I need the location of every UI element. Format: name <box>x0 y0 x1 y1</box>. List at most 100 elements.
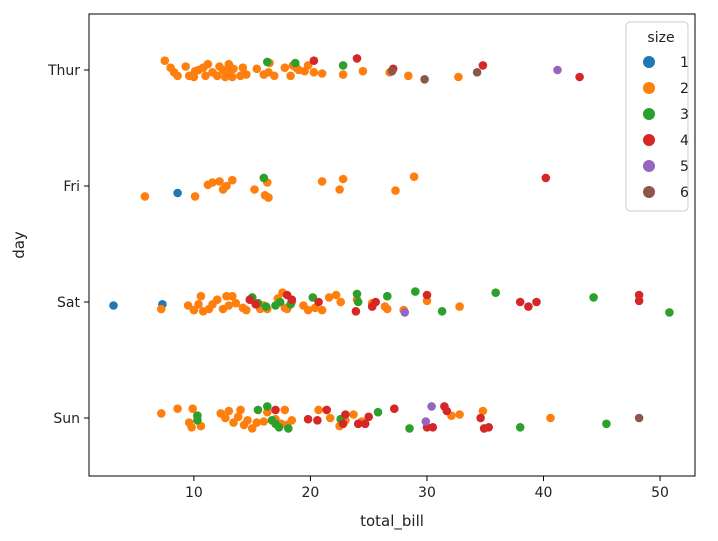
data-point <box>455 302 464 311</box>
data-point <box>314 405 323 415</box>
data-point <box>250 185 259 194</box>
x-tick-label: 40 <box>535 485 553 501</box>
x-tick-label: 20 <box>302 485 320 501</box>
data-point <box>324 293 334 302</box>
legend-title: size <box>647 30 674 46</box>
data-point <box>400 308 410 317</box>
legend-item: 2 <box>643 81 689 97</box>
data-point <box>491 288 501 298</box>
data-point <box>173 71 182 81</box>
data-point <box>140 192 150 201</box>
x-axis: 10 20 30 40 50 <box>185 476 669 501</box>
data-point <box>360 419 370 429</box>
data-point <box>212 71 222 81</box>
x-tick-label: 30 <box>418 485 436 501</box>
data-point <box>541 173 551 183</box>
data-point <box>428 423 438 432</box>
legend-marker <box>643 186 655 198</box>
data-point <box>317 305 327 315</box>
data-point <box>194 300 203 309</box>
x-axis-label: total_bill <box>360 512 424 531</box>
data-point <box>383 291 392 301</box>
data-point <box>203 59 213 69</box>
legend-item: 6 <box>643 185 689 201</box>
y-tick-label: Thur <box>47 63 80 79</box>
data-point <box>478 61 488 70</box>
data-point <box>181 62 190 71</box>
data-point <box>238 63 248 72</box>
data-point <box>242 305 251 315</box>
data-point <box>183 301 193 310</box>
data-point <box>233 412 243 422</box>
y-tick-label: Sun <box>53 411 80 427</box>
data-points <box>109 54 674 433</box>
legend-marker <box>643 108 655 120</box>
data-point <box>391 186 400 195</box>
data-point <box>247 424 257 433</box>
legend-item: 5 <box>643 159 689 175</box>
data-point <box>338 419 348 429</box>
data-point <box>215 177 224 186</box>
data-point <box>390 404 399 414</box>
data-point <box>190 192 200 201</box>
data-point <box>303 414 313 424</box>
data-point <box>224 406 234 416</box>
legend-label: 2 <box>680 81 689 97</box>
data-point <box>421 417 431 426</box>
data-point <box>634 413 644 423</box>
data-point <box>351 307 361 316</box>
data-point <box>242 70 251 79</box>
data-point <box>353 297 363 307</box>
data-point <box>259 173 269 183</box>
data-point <box>602 419 611 429</box>
data-point <box>196 291 206 301</box>
data-point <box>336 297 346 307</box>
data-point <box>589 293 598 302</box>
data-point <box>222 181 231 191</box>
data-point <box>411 287 420 296</box>
data-point <box>157 304 166 314</box>
data-point <box>420 75 429 84</box>
data-point <box>212 295 222 305</box>
legend-item: 4 <box>643 133 689 149</box>
data-point <box>270 71 279 81</box>
data-point <box>322 405 332 415</box>
legend-item: 3 <box>643 107 689 123</box>
data-point <box>484 423 494 432</box>
data-point <box>338 70 348 79</box>
data-point <box>405 424 414 433</box>
legend-marker <box>643 160 655 172</box>
data-point <box>404 71 413 81</box>
data-point <box>208 178 217 187</box>
data-point <box>422 290 432 300</box>
legend: size 1 2 3 4 5 6 <box>625 21 689 212</box>
data-point <box>665 308 674 317</box>
data-point <box>157 409 166 418</box>
data-point <box>309 56 319 65</box>
data-point <box>274 423 284 432</box>
data-point <box>317 69 327 78</box>
data-point <box>188 404 197 414</box>
data-point <box>286 71 295 81</box>
data-point <box>263 402 272 411</box>
data-point <box>259 417 269 426</box>
data-point <box>173 188 182 198</box>
legend-marker <box>643 56 655 68</box>
data-point <box>515 297 525 307</box>
data-point <box>476 413 485 423</box>
data-point <box>546 413 555 423</box>
data-point <box>349 410 358 419</box>
data-point <box>252 418 262 427</box>
data-point <box>352 289 362 299</box>
data-point <box>634 296 644 306</box>
data-point <box>364 412 374 422</box>
legend-label: 6 <box>680 185 689 201</box>
data-point <box>229 418 238 427</box>
data-point <box>478 406 488 416</box>
x-tick-label: 10 <box>185 485 203 501</box>
data-point <box>228 291 237 301</box>
data-point <box>442 406 452 416</box>
x-tick-label: 50 <box>651 485 669 501</box>
data-point <box>264 193 273 202</box>
